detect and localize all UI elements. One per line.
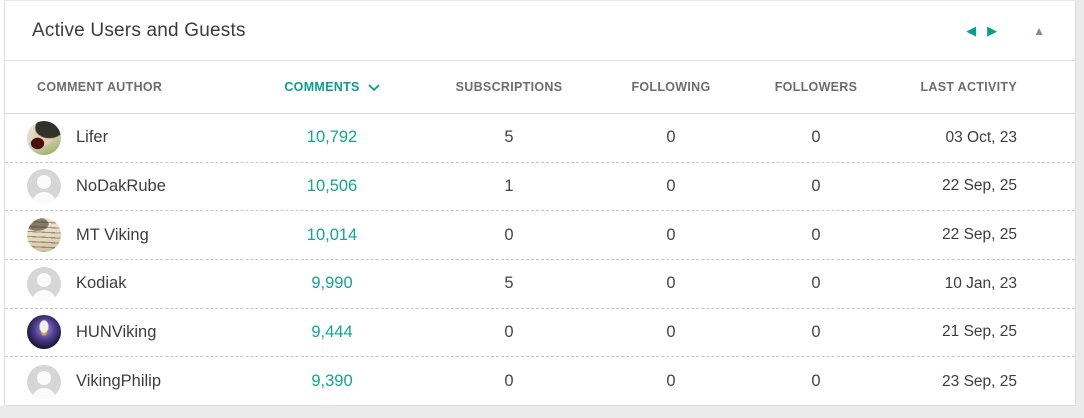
column-header-comment-author[interactable]: COMMENT AUTHOR [37,80,163,94]
last-activity-cell: 23 Sep, 25 [942,372,1017,390]
table-row[interactable]: Kodiak 9,990 5 0 0 10 Jan, 23 [5,260,1075,309]
panel-controls: ◀ ▶ ▲ [966,24,1045,37]
user-avatar [27,218,61,253]
comments-cell: 10,014 [306,225,358,244]
following-cell: 0 [666,176,676,195]
followers-cell: 0 [811,128,821,147]
comments-cell: 9,390 [311,372,353,391]
author-cell[interactable]: Kodiak [27,266,267,301]
subscriptions-cell: 1 [504,176,514,195]
following-cell: 0 [666,372,676,391]
followers-cell: 0 [811,274,821,293]
subscriptions-cell: 0 [504,322,514,341]
following-cell: 0 [666,322,676,341]
table-row[interactable]: MT Viking 10,014 0 0 0 22 Sep, 25 [5,211,1075,260]
author-name: HUNViking [76,322,157,341]
user-avatar [27,120,61,155]
user-avatar [27,364,61,399]
user-avatar [27,266,61,301]
followers-cell: 0 [811,176,821,195]
followers-cell: 0 [811,225,821,244]
table-row[interactable]: Lifer 10,792 5 0 0 03 Oct, 23 [5,114,1075,163]
panel-title: Active Users and Guests [32,19,246,41]
next-page-icon[interactable]: ▶ [987,23,998,38]
author-name: MT Viking [76,225,149,244]
author-name: VikingPhilip [76,372,161,391]
author-name: Lifer [76,128,109,147]
last-activity-cell: 22 Sep, 25 [942,177,1017,195]
user-avatar [27,169,61,204]
followers-cell: 0 [811,322,821,341]
sort-desc-chevron-icon [368,81,380,95]
comments-cell: 10,506 [306,176,358,195]
column-header-subscriptions[interactable]: SUBSCRIPTIONS [455,80,563,94]
author-name: Kodiak [76,274,127,293]
last-activity-cell: 22 Sep, 25 [942,226,1017,244]
following-cell: 0 [666,225,676,244]
comments-cell: 9,990 [311,274,353,293]
author-name: NoDakRube [76,176,166,195]
followers-cell: 0 [811,372,821,391]
column-header-comments-label: COMMENTS [284,80,360,94]
column-header-last-activity[interactable]: LAST ACTIVITY [920,80,1017,94]
subscriptions-cell: 5 [504,274,514,293]
table-row[interactable]: NoDakRube 10,506 1 0 0 22 Sep, 25 [5,163,1075,212]
table-row[interactable]: HUNViking 9,444 0 0 0 21 Sep, 25 [5,309,1075,358]
last-activity-cell: 21 Sep, 25 [942,323,1017,341]
table-row[interactable]: VikingPhilip 9,390 0 0 0 23 Sep, 25 [5,357,1075,406]
comments-cell: 10,792 [306,128,358,147]
author-cell[interactable]: MT Viking [27,218,267,253]
author-cell[interactable]: HUNViking [27,315,267,350]
column-header-followers[interactable]: FOLLOWERS [774,80,858,94]
active-users-panel: Active Users and Guests ◀ ▶ ▲ COMMENT AU… [4,0,1076,406]
page-background-bottom [0,406,1084,418]
last-activity-cell: 03 Oct, 23 [945,128,1017,146]
prev-page-icon[interactable]: ◀ [966,23,977,38]
collapse-panel-icon[interactable]: ▲ [1033,23,1045,38]
page-background-right [1076,0,1084,418]
author-cell[interactable]: NoDakRube [27,169,267,204]
subscriptions-cell: 5 [504,128,514,147]
last-activity-cell: 10 Jan, 23 [944,274,1017,292]
subscriptions-cell: 0 [504,225,514,244]
table-header-row: COMMENT AUTHOR COMMENTS SUBSCRIPTIONS FO… [5,61,1075,114]
comments-cell: 9,444 [311,322,353,341]
table-body: Lifer 10,792 5 0 0 03 Oct, 23 NoDakRube … [5,114,1075,406]
user-avatar [27,315,61,350]
author-cell[interactable]: VikingPhilip [27,364,267,399]
subscriptions-cell: 0 [504,372,514,391]
column-header-comments[interactable]: COMMENTS [267,79,397,95]
column-header-following[interactable]: FOLLOWING [631,80,711,94]
following-cell: 0 [666,128,676,147]
author-cell[interactable]: Lifer [27,120,267,155]
following-cell: 0 [666,274,676,293]
panel-titlebar: Active Users and Guests ◀ ▶ ▲ [5,1,1075,61]
